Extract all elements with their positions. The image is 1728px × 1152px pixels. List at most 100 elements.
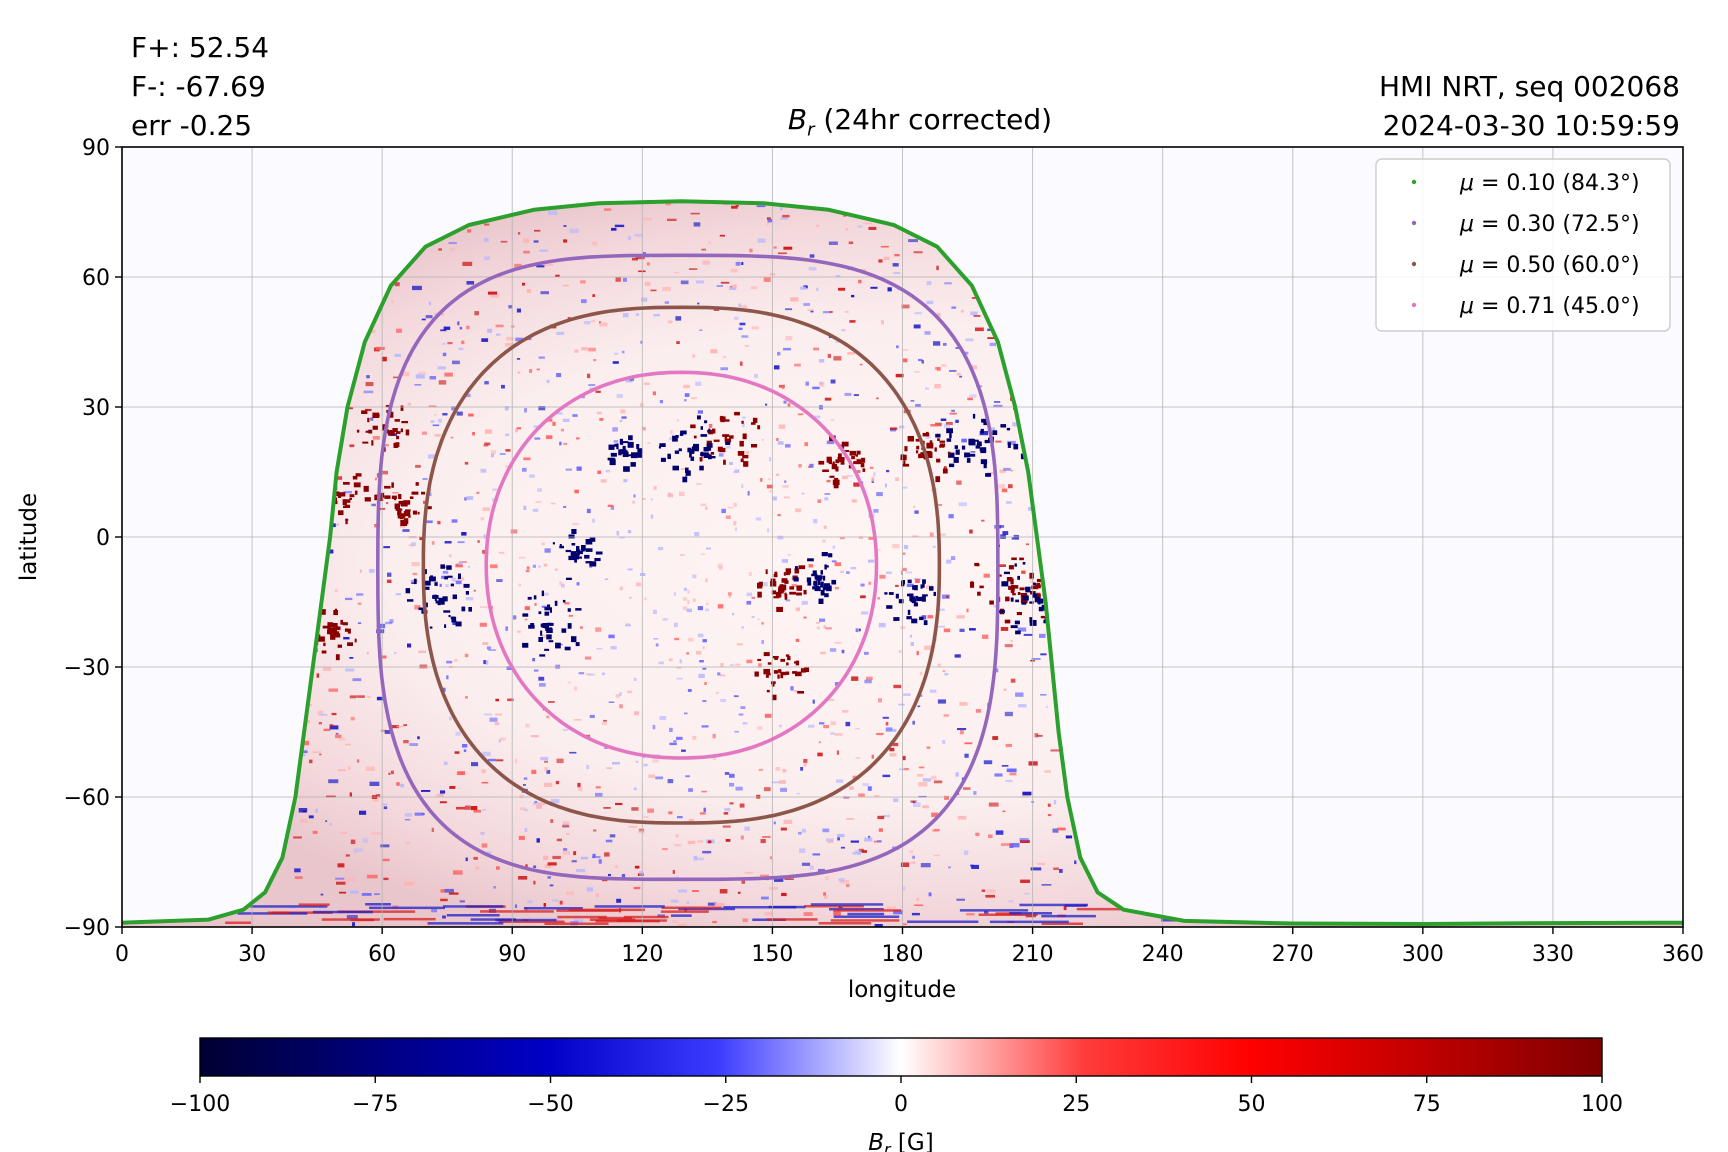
polar-streak bbox=[427, 922, 504, 925]
texture-speck bbox=[878, 259, 883, 263]
active-region-pixel bbox=[448, 615, 451, 618]
active-region-pixel bbox=[1040, 615, 1046, 619]
texture-speck bbox=[993, 401, 1001, 403]
texture-speck bbox=[488, 649, 497, 651]
active-region-pixel bbox=[405, 588, 411, 594]
texture-speck bbox=[411, 542, 416, 546]
texture-speck bbox=[374, 893, 380, 896]
texture-speck bbox=[885, 721, 889, 726]
texture-speck bbox=[804, 442, 808, 447]
texture-speck bbox=[702, 667, 707, 670]
texture-speck bbox=[462, 744, 468, 748]
texture-speck bbox=[371, 832, 382, 835]
texture-speck bbox=[518, 556, 525, 559]
active-region-pixel bbox=[385, 405, 391, 408]
texture-speck bbox=[819, 618, 826, 622]
active-region-pixel bbox=[363, 485, 369, 492]
active-region-pixel bbox=[935, 433, 941, 438]
texture-speck bbox=[732, 612, 735, 616]
active-region-pixel bbox=[565, 549, 572, 553]
texture-speck bbox=[609, 834, 616, 838]
texture-speck bbox=[1040, 694, 1047, 696]
texture-speck bbox=[825, 627, 832, 630]
texture-speck bbox=[636, 582, 642, 587]
active-region-pixel bbox=[1029, 620, 1037, 626]
active-region-pixel bbox=[1008, 565, 1014, 570]
active-region-pixel bbox=[911, 618, 918, 624]
texture-speck bbox=[488, 291, 498, 295]
active-region-pixel bbox=[349, 497, 352, 500]
texture-speck bbox=[454, 751, 460, 754]
texture-speck bbox=[933, 854, 940, 857]
y-tick-label: 0 bbox=[96, 526, 110, 551]
texture-speck bbox=[506, 336, 514, 341]
texture-speck bbox=[901, 567, 907, 572]
texture-speck bbox=[446, 660, 453, 664]
active-region-pixel bbox=[452, 594, 457, 600]
active-region-pixel bbox=[784, 594, 788, 600]
texture-speck bbox=[916, 650, 919, 656]
active-region-pixel bbox=[566, 577, 572, 580]
texture-speck bbox=[687, 589, 690, 594]
texture-speck bbox=[574, 349, 579, 353]
active-region-pixel bbox=[330, 634, 336, 640]
texture-speck bbox=[779, 780, 787, 784]
texture-speck bbox=[532, 658, 536, 662]
texture-speck bbox=[910, 400, 915, 402]
texture-speck bbox=[899, 425, 905, 429]
texture-speck bbox=[429, 301, 432, 306]
active-region-pixel bbox=[825, 565, 829, 568]
texture-speck bbox=[569, 751, 577, 754]
texture-speck bbox=[766, 484, 773, 489]
texture-speck bbox=[633, 494, 636, 498]
texture-speck bbox=[429, 376, 436, 380]
polar-streak bbox=[671, 914, 692, 917]
texture-speck bbox=[550, 502, 556, 505]
texture-speck bbox=[679, 659, 682, 664]
active-region-pixel bbox=[826, 456, 832, 463]
active-region-pixel bbox=[888, 592, 894, 595]
texture-speck bbox=[403, 724, 407, 726]
texture-speck bbox=[761, 622, 764, 625]
texture-speck bbox=[988, 802, 999, 807]
active-region-pixel bbox=[681, 430, 687, 435]
texture-speck bbox=[697, 410, 703, 414]
texture-speck bbox=[496, 866, 500, 870]
texture-speck bbox=[343, 491, 352, 494]
active-region-pixel bbox=[774, 657, 778, 660]
texture-speck bbox=[539, 683, 546, 687]
active-region-pixel bbox=[719, 416, 726, 421]
texture-speck bbox=[734, 730, 739, 733]
texture-speck bbox=[982, 634, 989, 639]
active-region-pixel bbox=[362, 441, 369, 444]
texture-speck bbox=[394, 353, 401, 357]
texture-speck bbox=[621, 416, 627, 419]
active-region-pixel bbox=[729, 435, 734, 439]
texture-speck bbox=[850, 566, 857, 570]
texture-speck bbox=[823, 625, 827, 629]
texture-speck bbox=[612, 361, 619, 364]
texture-speck bbox=[700, 553, 706, 555]
polar-streak bbox=[470, 918, 516, 921]
texture-speck bbox=[414, 812, 424, 816]
active-region-pixel bbox=[706, 440, 712, 445]
texture-speck bbox=[523, 457, 531, 461]
texture-speck bbox=[717, 672, 721, 676]
active-region-pixel bbox=[725, 441, 731, 445]
texture-speck bbox=[904, 545, 909, 550]
active-region-pixel bbox=[541, 590, 544, 597]
texture-speck bbox=[495, 698, 499, 702]
legend-mu-value: = 0.10 (84.3°) bbox=[1474, 171, 1640, 196]
texture-speck bbox=[652, 759, 659, 763]
texture-speck bbox=[967, 397, 973, 401]
texture-speck bbox=[514, 758, 518, 764]
texture-speck bbox=[998, 564, 1006, 567]
polar-streak bbox=[1064, 904, 1087, 907]
active-region-pixel bbox=[395, 508, 402, 511]
texture-speck bbox=[970, 311, 978, 316]
active-region-pixel bbox=[812, 586, 817, 590]
colorbar-tick-label: 25 bbox=[1062, 1092, 1090, 1117]
texture-speck bbox=[846, 818, 855, 820]
active-region-pixel bbox=[1011, 585, 1019, 589]
texture-speck bbox=[926, 300, 934, 305]
